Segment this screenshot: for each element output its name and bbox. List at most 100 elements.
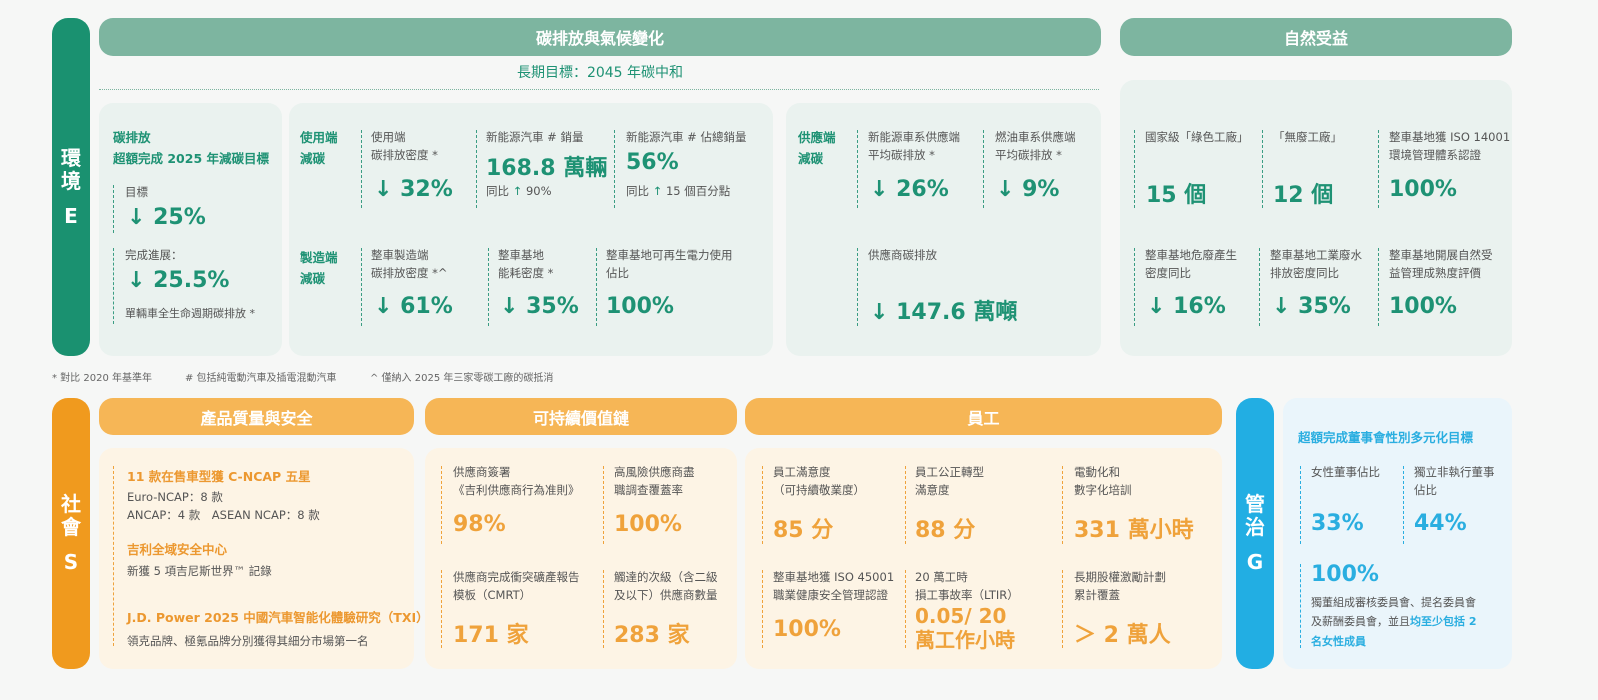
supply-m1-label-2: 平均碳排放 * bbox=[868, 148, 935, 163]
carbon-progress-note: 單輛車全生命週期碳排放 * bbox=[125, 307, 255, 320]
staff-m3-label-1: 電動化和 bbox=[1074, 465, 1120, 479]
env-sidebar-char-1: 環 bbox=[61, 145, 81, 170]
supply-panel bbox=[786, 103, 1101, 356]
sc-m4-label-2: 及以下）供應商數量 bbox=[614, 588, 718, 603]
staff-m4-label: 整車基地獲 ISO 45001 職業健康安全管理認證 bbox=[773, 568, 894, 605]
sc-m3-divider bbox=[441, 570, 442, 648]
sc-m4-divider bbox=[603, 570, 604, 648]
sc-m3-label-1: 供應商完成衝突礦產報告 bbox=[453, 570, 580, 584]
staff-m2-divider bbox=[905, 466, 906, 544]
gov-m2-label-1: 獨立非執行董事 bbox=[1414, 465, 1495, 479]
staff-m1-value: 85 分 bbox=[773, 518, 834, 543]
sc-m2-label: 高風險供應商盡 職調查覆蓋率 bbox=[614, 463, 695, 500]
gov-m3-text-2b: 均至少包括 2 bbox=[1410, 615, 1477, 629]
staff-m2-value: 88 分 bbox=[915, 518, 976, 543]
nature-m5-label-1: 整車基地工業廢水 bbox=[1270, 248, 1362, 262]
use-mfg-panel bbox=[289, 103, 773, 356]
sc-m2-label-2: 職調查覆蓋率 bbox=[614, 483, 683, 498]
staff-m5-value-1: 0.05/ 20 bbox=[915, 604, 1007, 628]
use-side-title-2: 減碳 bbox=[300, 150, 326, 166]
staff-m4-divider bbox=[762, 570, 763, 648]
mfg-m1-divider bbox=[361, 248, 362, 326]
staff-m3-label: 電動化和 數字化培訓 bbox=[1074, 463, 1132, 500]
gov-m1-label: 女性董事佔比 bbox=[1311, 465, 1380, 479]
staff-m6-label-1: 長期股權激勵計劃 bbox=[1074, 570, 1166, 584]
gov-m1-divider bbox=[1300, 466, 1301, 544]
nature-m6-label: 整車基地開展自然受 益管理成熟度評價 bbox=[1389, 246, 1493, 283]
env-sidebar-letter: E bbox=[64, 203, 78, 228]
supply-m2-label: 燃油車系供應端 平均碳排放 * bbox=[995, 128, 1076, 165]
staff-panel bbox=[745, 448, 1222, 669]
nature-m3-divider bbox=[1378, 130, 1379, 208]
staff-m6-divider bbox=[1062, 570, 1063, 648]
gov-panel bbox=[1283, 398, 1512, 669]
supply-side-title-2: 減碳 bbox=[798, 150, 824, 166]
staff-m5-divider bbox=[905, 570, 906, 648]
gov-m1-value: 33% bbox=[1311, 511, 1364, 536]
quality-t3-l1: 領克品牌、極氪品牌分別獲得其細分市場第一名 bbox=[127, 634, 369, 648]
supply-m1-value: ↓ 26% bbox=[870, 177, 949, 202]
gov-sidebar-letter: G bbox=[1246, 550, 1264, 574]
staff-m5-label: 20 萬工時 損工事故率（LTIR） bbox=[915, 568, 1019, 605]
nature-m4-label: 整車基地危廢產生 密度同比 bbox=[1145, 246, 1237, 283]
supply-m1-label-1: 新能源車系供應端 bbox=[868, 130, 960, 144]
carbon-header: 碳排放與氣候變化 bbox=[99, 18, 1101, 56]
use-m2-sub-value: 90% bbox=[525, 184, 552, 198]
nature-m5-label-2: 排放密度同比 bbox=[1270, 266, 1339, 281]
mfg-m1-value: ↓ 61% bbox=[374, 294, 453, 319]
staff-m1-divider bbox=[762, 466, 763, 544]
nature-m4-label-1: 整車基地危廢產生 bbox=[1145, 248, 1237, 262]
sc-m4-value: 283 家 bbox=[614, 623, 690, 648]
carbon-title: 碳排放 超額完成 2025 年減碳目標 bbox=[113, 128, 269, 169]
social-sidebar-char-2: 會 bbox=[61, 515, 81, 539]
mfg-m2-label-2: 能耗密度 * bbox=[498, 266, 554, 281]
use-m3-sub-prefix: 同比 bbox=[626, 184, 649, 198]
gov-m3-text-1: 獨董組成審核委員會、提名委員會 bbox=[1311, 596, 1476, 609]
social-sidebar-letter: S bbox=[63, 550, 79, 574]
social-sidebar-char-1: 社 bbox=[61, 492, 81, 516]
staff-m2-label: 員工公正轉型 滿意度 bbox=[915, 463, 984, 500]
mfg-side-title: 製造端 減碳 bbox=[300, 248, 338, 289]
mfg-m2-value: ↓ 35% bbox=[500, 294, 579, 319]
nature-m4-divider bbox=[1134, 248, 1135, 326]
sc-m2-divider bbox=[603, 466, 604, 544]
supply-chain-header: 可持續價值鏈 bbox=[425, 398, 737, 435]
carbon-progress-value: ↓ 25.5% bbox=[127, 268, 230, 293]
carbon-target-label: 目標 bbox=[125, 185, 148, 199]
staff-m3-value: 331 萬小時 bbox=[1074, 518, 1194, 543]
env-sidebar-char-2: 境 bbox=[61, 168, 81, 193]
gov-m2-label: 獨立非執行董事 佔比 bbox=[1414, 463, 1495, 500]
env-sidebar: 環 境 E bbox=[52, 18, 90, 356]
mfg-m3-label: 整車基地可再生電力使用 佔比 bbox=[606, 246, 733, 283]
use-m2-label: 新能源汽車 # 銷量 bbox=[486, 130, 584, 144]
staff-m6-value: ＞ 2 萬人 bbox=[1074, 623, 1171, 648]
nature-m5-value: ↓ 35% bbox=[1272, 294, 1351, 319]
use-side-title-1: 使用端 bbox=[300, 130, 338, 145]
nature-m4-value: ↓ 16% bbox=[1147, 294, 1226, 319]
gov-sidebar-char-2: 治 bbox=[1245, 515, 1265, 539]
sc-m3-value: 171 家 bbox=[453, 623, 529, 648]
staff-m5-value: 0.05/ 20 萬工作小時 bbox=[915, 604, 1015, 652]
mfg-m3-label-1: 整車基地可再生電力使用 bbox=[606, 248, 733, 262]
use-m2-value: 168.8 萬輛 bbox=[486, 156, 608, 181]
use-m1-value: ↓ 32% bbox=[374, 177, 453, 202]
gov-m3-text-2a: 及薪酬委員會，並且 bbox=[1311, 615, 1410, 629]
staff-m4-value: 100% bbox=[773, 617, 841, 642]
staff-m3-divider bbox=[1062, 466, 1063, 544]
staff-m6-label: 長期股權激勵計劃 累計覆蓋 bbox=[1074, 568, 1166, 605]
staff-m5-value-2: 萬工作小時 bbox=[915, 628, 1015, 652]
quality-t1-l1: Euro-NCAP：8 款 bbox=[127, 490, 223, 504]
gov-m3-value: 100% bbox=[1311, 562, 1379, 587]
long-term-goal: 長期目標：2045 年碳中和 bbox=[516, 65, 684, 81]
mfg-m2-divider bbox=[488, 248, 489, 326]
carbon-target-value: ↓ 25% bbox=[127, 205, 206, 230]
up-arrow-icon: ↑ bbox=[512, 184, 523, 198]
use-side-title: 使用端 減碳 bbox=[300, 128, 338, 169]
use-m3-value: 56% bbox=[626, 150, 679, 175]
sc-m1-label: 供應商簽署 《吉利供應商行為准則》 bbox=[453, 463, 580, 500]
use-m3-sub-value: 15 個百分點 bbox=[665, 184, 731, 198]
gov-sidebar-char-1: 管 bbox=[1245, 492, 1265, 516]
use-m2-sub: 同比 ↑ 90% bbox=[486, 182, 552, 200]
mfg-m3-label-2: 佔比 bbox=[606, 266, 629, 281]
use-m1-divider bbox=[361, 130, 362, 208]
